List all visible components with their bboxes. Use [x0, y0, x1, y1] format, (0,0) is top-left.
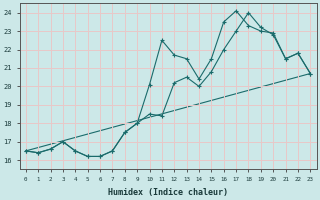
- X-axis label: Humidex (Indice chaleur): Humidex (Indice chaleur): [108, 188, 228, 197]
